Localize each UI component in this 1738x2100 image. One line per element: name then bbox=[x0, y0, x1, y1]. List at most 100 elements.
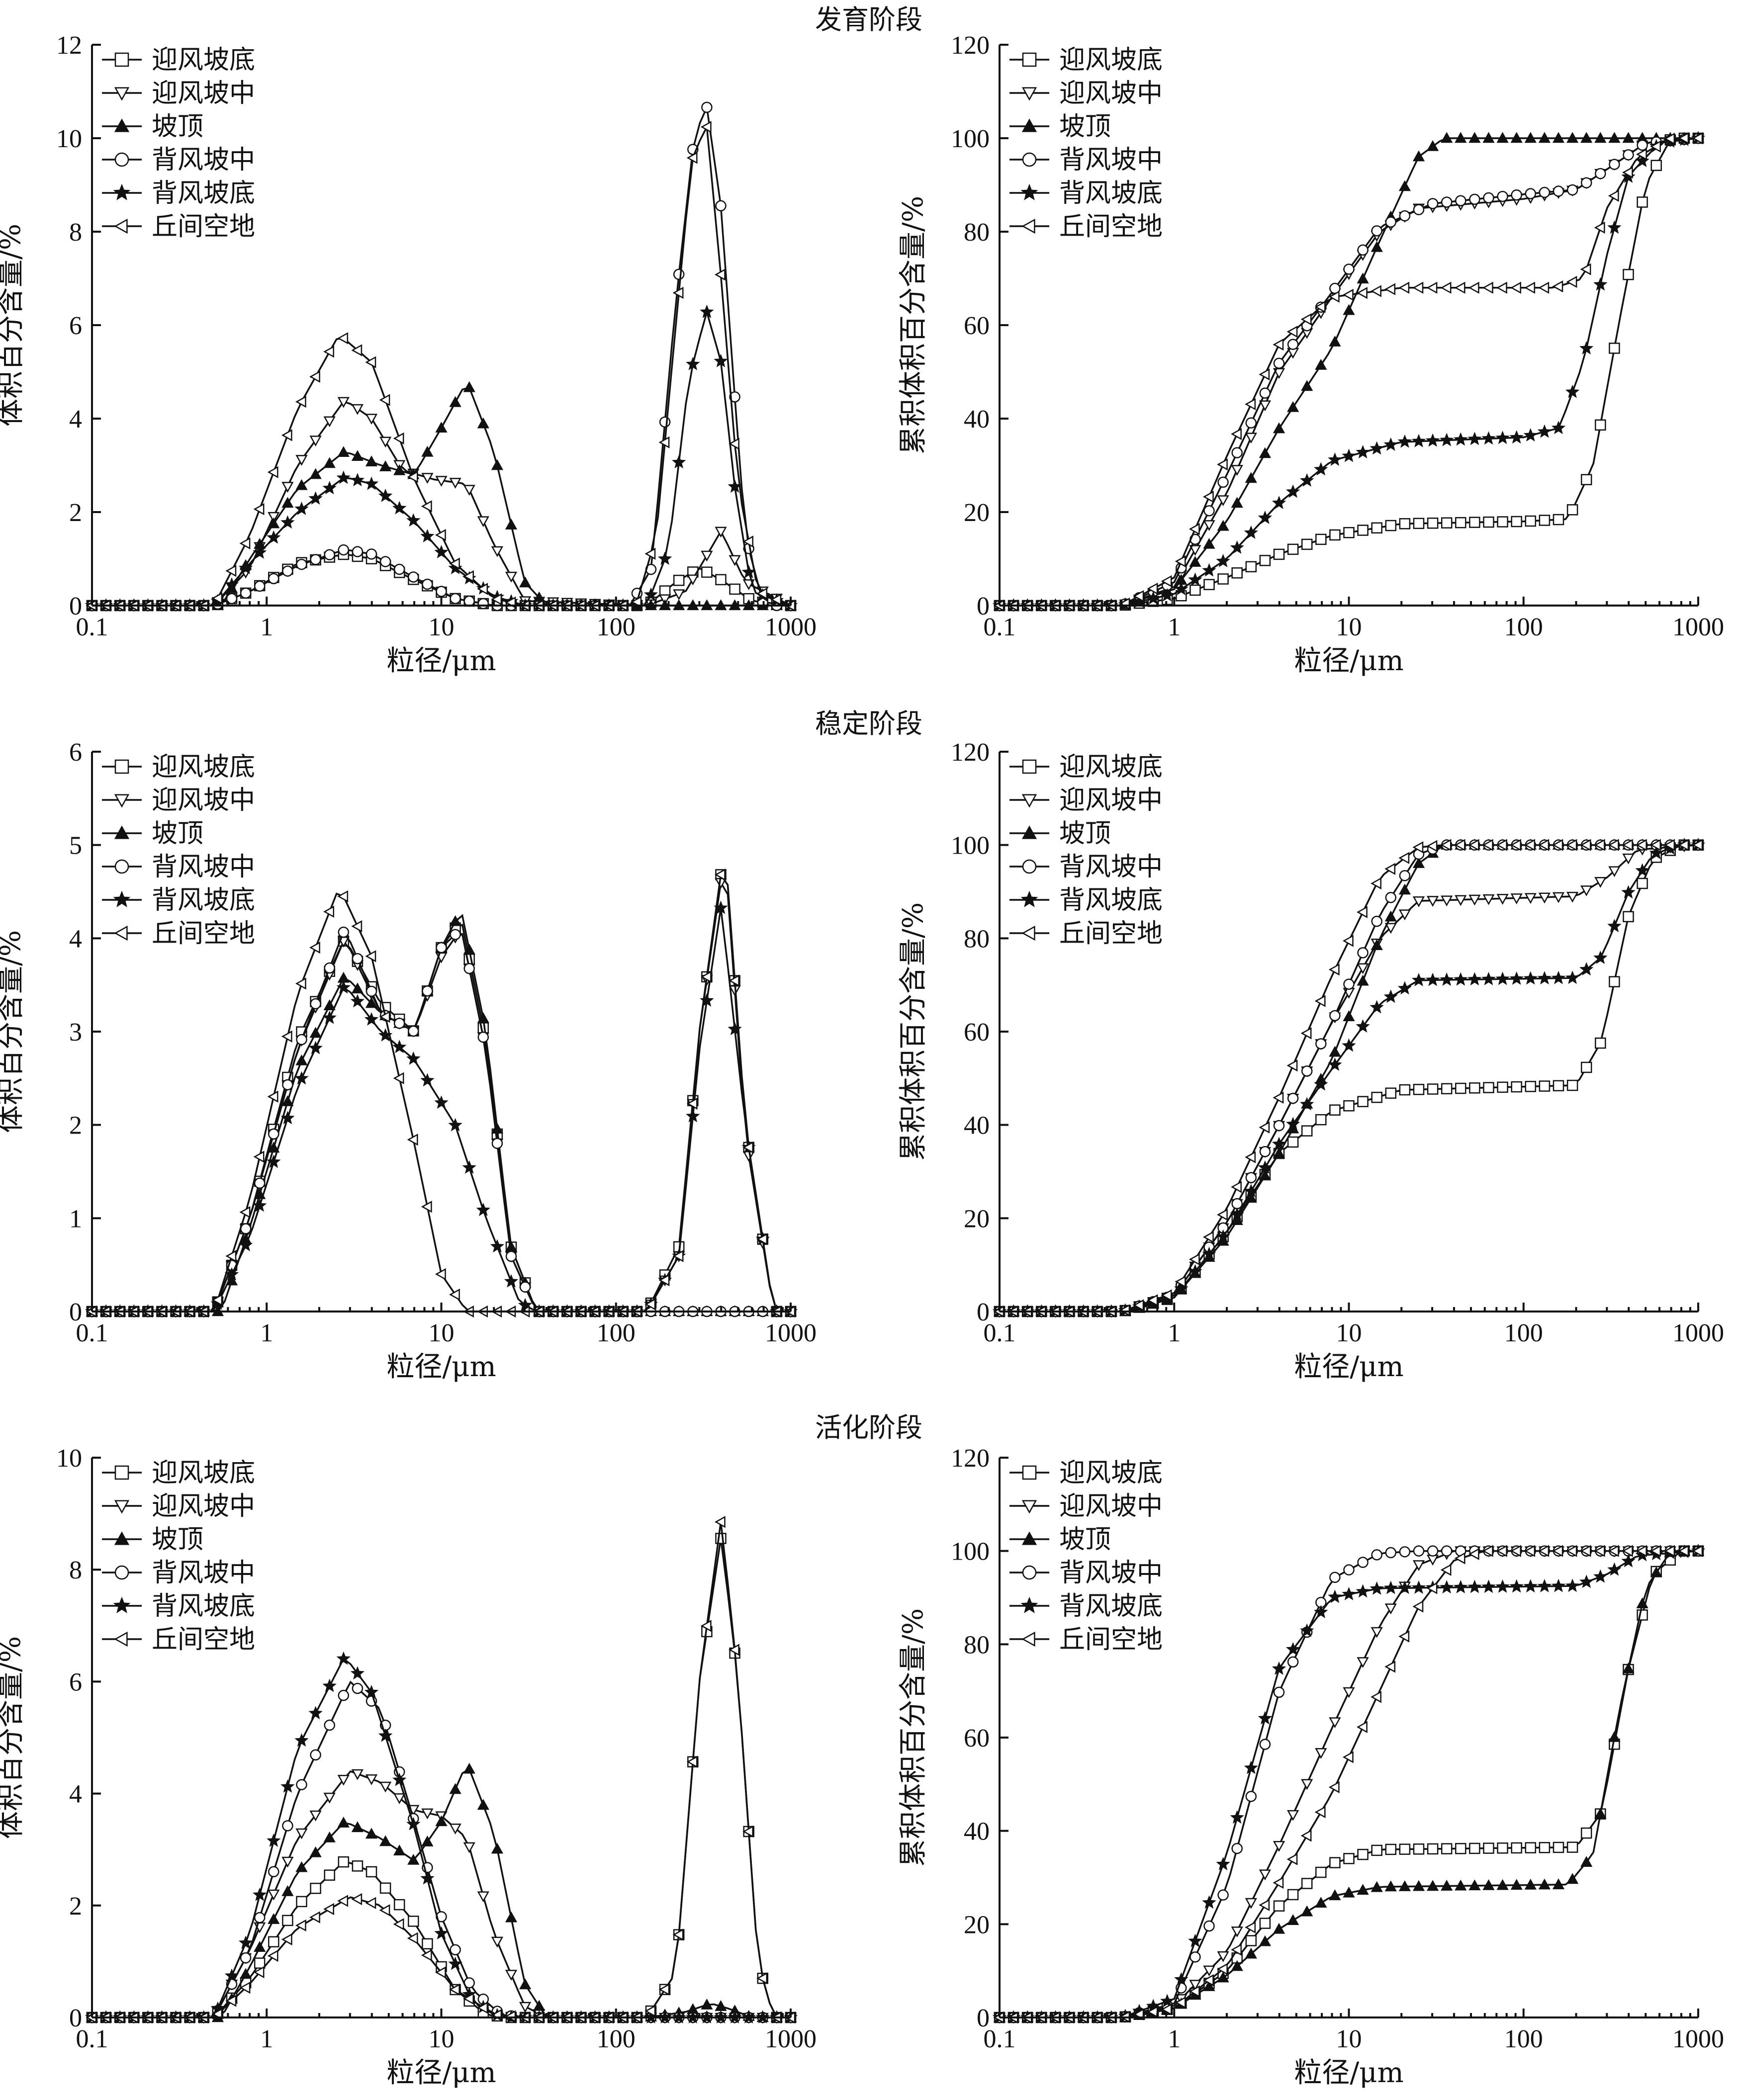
data-point bbox=[1537, 971, 1552, 985]
y-tick-label: 8 bbox=[69, 218, 82, 247]
data-point bbox=[1455, 895, 1467, 906]
data-point bbox=[1454, 1552, 1465, 1565]
data-point bbox=[1579, 341, 1594, 355]
data-point bbox=[366, 548, 377, 560]
data-point bbox=[1397, 981, 1412, 995]
data-point bbox=[1621, 885, 1636, 899]
data-point bbox=[338, 926, 350, 938]
data-point bbox=[1315, 533, 1327, 545]
y-tick-label: 60 bbox=[964, 1724, 990, 1752]
data-point bbox=[1566, 891, 1579, 903]
data-point bbox=[1287, 1656, 1299, 1668]
y-tick-label: 40 bbox=[964, 1818, 990, 1846]
data-point bbox=[1202, 1895, 1216, 1909]
data-point bbox=[477, 583, 488, 595]
legend-item: 丘间空地 bbox=[102, 919, 255, 949]
legend-item: 迎风坡底 bbox=[1009, 752, 1163, 782]
data-point bbox=[1440, 281, 1452, 294]
data-point bbox=[366, 1866, 377, 1878]
data-point bbox=[477, 1012, 489, 1023]
data-point bbox=[1607, 1562, 1622, 1576]
data-point bbox=[1636, 1545, 1647, 1557]
legend-label: 迎风坡底 bbox=[1059, 45, 1163, 75]
data-point bbox=[336, 1651, 351, 1665]
data-point bbox=[337, 332, 349, 345]
data-point bbox=[1259, 555, 1271, 566]
legend-marker bbox=[1020, 890, 1038, 907]
data-point bbox=[238, 561, 253, 575]
x-tick-label: 1000 bbox=[765, 2025, 817, 2053]
data-point bbox=[1412, 841, 1424, 854]
legend-item: 背风坡中 bbox=[102, 145, 255, 175]
data-point bbox=[477, 598, 489, 610]
data-point bbox=[1468, 839, 1479, 851]
data-point bbox=[449, 1288, 460, 1301]
data-point bbox=[1357, 974, 1369, 986]
data-point bbox=[281, 1030, 292, 1043]
data-point bbox=[337, 1774, 350, 1786]
data-point bbox=[491, 593, 502, 606]
data-point bbox=[1692, 132, 1703, 145]
data-point bbox=[267, 466, 278, 478]
data-point bbox=[1189, 1253, 1200, 1266]
data-point bbox=[308, 491, 323, 505]
data-point bbox=[1565, 1578, 1580, 1592]
series-line bbox=[92, 1770, 791, 2018]
data-point bbox=[421, 1201, 432, 1213]
data-point bbox=[673, 575, 685, 586]
x-tick-label: 10 bbox=[429, 1319, 455, 1347]
data-point bbox=[1510, 132, 1523, 143]
legend-label: 丘间空地 bbox=[152, 1625, 255, 1655]
data-point bbox=[1594, 132, 1607, 143]
data-point bbox=[435, 529, 446, 541]
data-point bbox=[1454, 432, 1468, 446]
data-point bbox=[686, 356, 700, 370]
data-point bbox=[450, 593, 461, 605]
data-point bbox=[1188, 1264, 1202, 1278]
data-point bbox=[268, 1128, 279, 1140]
data-point bbox=[1301, 1905, 1313, 1917]
data-point bbox=[1580, 263, 1591, 275]
data-point bbox=[700, 970, 712, 983]
legend-item: 背风坡底 bbox=[102, 1591, 255, 1621]
data-point bbox=[1217, 458, 1228, 471]
data-point bbox=[1412, 896, 1425, 907]
data-point bbox=[267, 1154, 281, 1168]
data-point bbox=[322, 481, 337, 495]
chart-3-cumulative: 0.1 1 10 100 1000 0 20 40 60 80 100 120 粒径/μm 累积体积百分含… bbox=[897, 738, 1724, 1383]
data-point bbox=[1497, 1842, 1508, 1854]
y-tick-label: 0 bbox=[977, 2004, 990, 2032]
data-point bbox=[1580, 1827, 1592, 1839]
x-tick-label: 10 bbox=[1336, 613, 1362, 641]
data-point bbox=[644, 547, 656, 560]
data-point bbox=[700, 304, 714, 318]
data-point bbox=[1343, 263, 1355, 275]
data-point bbox=[1469, 517, 1480, 528]
x-tick-label: 1 bbox=[260, 1319, 273, 1347]
data-point bbox=[1286, 1810, 1299, 1821]
data-point bbox=[1650, 1566, 1662, 1577]
data-point bbox=[422, 578, 433, 590]
data-point bbox=[1273, 548, 1285, 560]
data-point bbox=[1203, 505, 1215, 517]
data-point bbox=[1357, 244, 1369, 256]
data-point bbox=[282, 1915, 293, 1926]
data-point bbox=[1580, 1856, 1593, 1867]
data-point bbox=[1273, 339, 1284, 351]
legend-label: 坡顶 bbox=[1059, 1525, 1111, 1555]
data-point bbox=[1314, 462, 1328, 476]
data-point bbox=[756, 587, 768, 600]
data-point bbox=[1329, 336, 1341, 347]
data-point bbox=[1371, 1844, 1382, 1856]
data-point bbox=[1622, 132, 1635, 143]
data-point bbox=[310, 1749, 321, 1761]
data-point bbox=[1357, 1657, 1369, 1668]
data-point bbox=[1622, 839, 1633, 851]
data-point bbox=[1217, 1971, 1229, 1983]
data-point bbox=[1174, 1972, 1189, 1986]
data-point bbox=[1441, 196, 1453, 208]
data-point bbox=[1273, 422, 1285, 434]
data-point bbox=[1593, 1569, 1608, 1583]
